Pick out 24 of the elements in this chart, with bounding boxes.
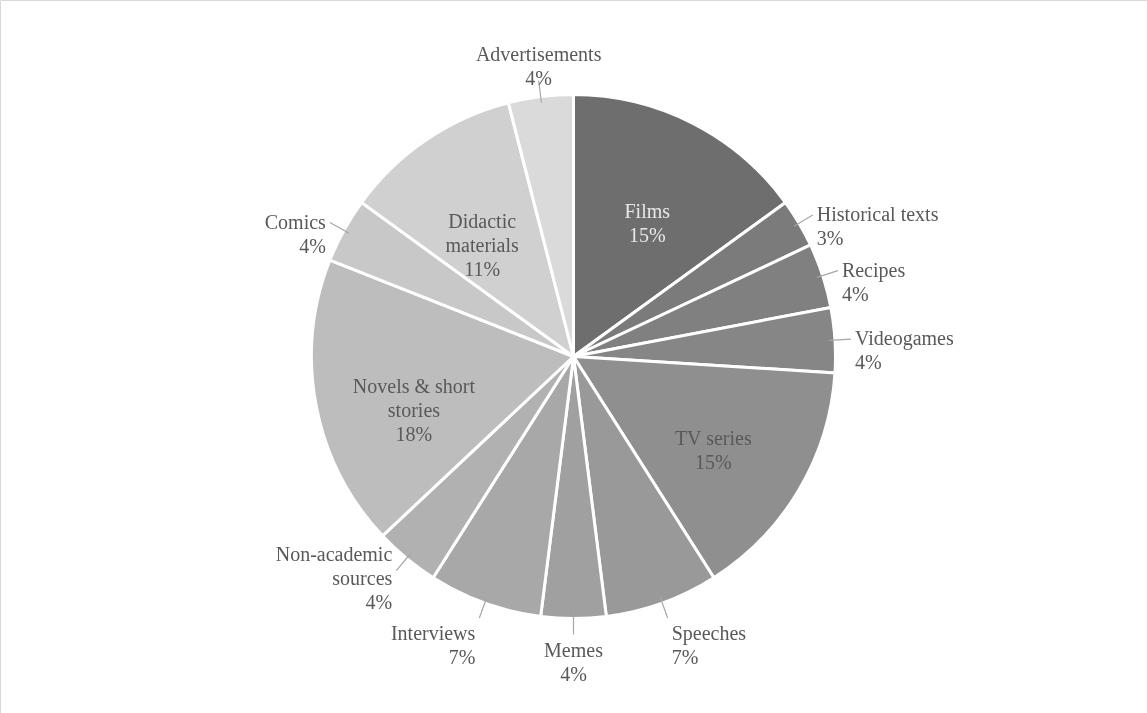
data-label: 18% xyxy=(395,422,433,445)
slice-label: Comics xyxy=(264,210,327,233)
data-label: 7% xyxy=(671,646,699,669)
data-label: 15% xyxy=(628,223,666,246)
data-label: 4% xyxy=(525,66,552,89)
slice-label: Speeches xyxy=(671,622,747,646)
data-label: 7% xyxy=(448,646,476,669)
slice-label: Videogames xyxy=(854,327,954,351)
slice-label: Advertisements xyxy=(475,42,602,65)
slice-label: Historical texts xyxy=(816,202,939,225)
data-label: 11% xyxy=(464,258,501,281)
slice-label: Non-academic sources xyxy=(275,542,393,589)
slice-label: Didactic materials xyxy=(445,210,520,257)
data-label: 4% xyxy=(854,351,882,374)
slice-label: Films xyxy=(624,199,671,222)
data-label: 4% xyxy=(841,282,869,305)
data-label: 4% xyxy=(365,590,393,613)
slice-label: Memes xyxy=(544,638,604,661)
slice-label: Interviews xyxy=(390,622,476,645)
slice-label: Novels & short stories xyxy=(352,374,476,421)
slice-label: Recipes xyxy=(841,258,906,282)
data-label: 4% xyxy=(299,234,326,257)
data-label: 4% xyxy=(560,662,587,685)
data-label: 3% xyxy=(816,226,844,249)
